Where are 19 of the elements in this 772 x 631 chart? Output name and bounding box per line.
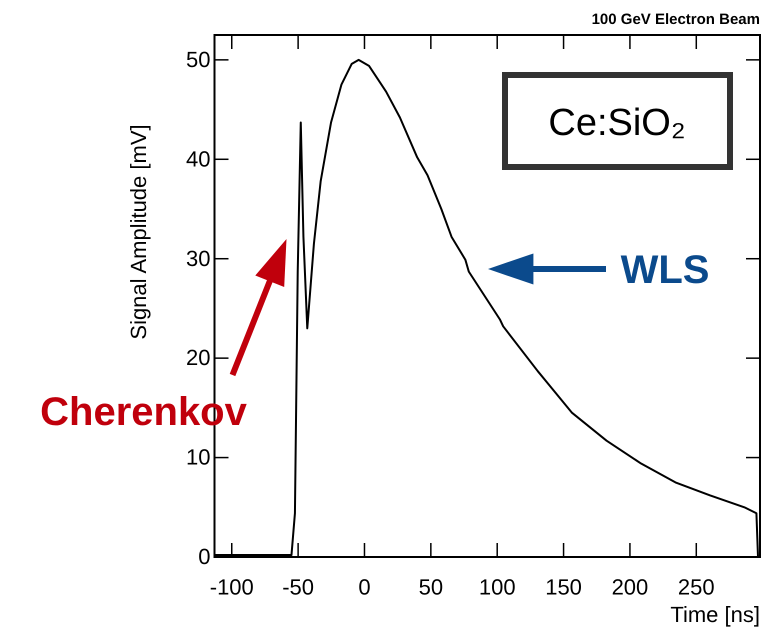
- y-tick-label: 10: [186, 444, 210, 470]
- x-tick-label: 50: [418, 574, 444, 600]
- x-tick-label: 100: [478, 574, 516, 600]
- y-tick-label: 30: [186, 246, 210, 271]
- y-axis-title: Signal Amplitude [mV]: [126, 124, 151, 340]
- x-tick-label: 0: [358, 574, 371, 600]
- chart-title: 100 GeV Electron Beam: [592, 11, 760, 28]
- annotation: Ce:SiO₂: [548, 102, 686, 144]
- x-tick-label: -100: [210, 574, 254, 600]
- x-tick-label: 200: [612, 574, 648, 600]
- y-tick-label: 40: [186, 146, 210, 172]
- y-tick-label: 0: [198, 544, 210, 570]
- y-tick-label: 20: [186, 345, 210, 370]
- y-tick-label: 50: [186, 46, 210, 72]
- annotation: WLS: [620, 248, 710, 292]
- x-tick-label: 250: [678, 574, 715, 600]
- x-axis-title: Time [ns]: [670, 602, 760, 627]
- x-tick-label: 150: [545, 574, 582, 600]
- x-tick-label: -50: [282, 574, 314, 600]
